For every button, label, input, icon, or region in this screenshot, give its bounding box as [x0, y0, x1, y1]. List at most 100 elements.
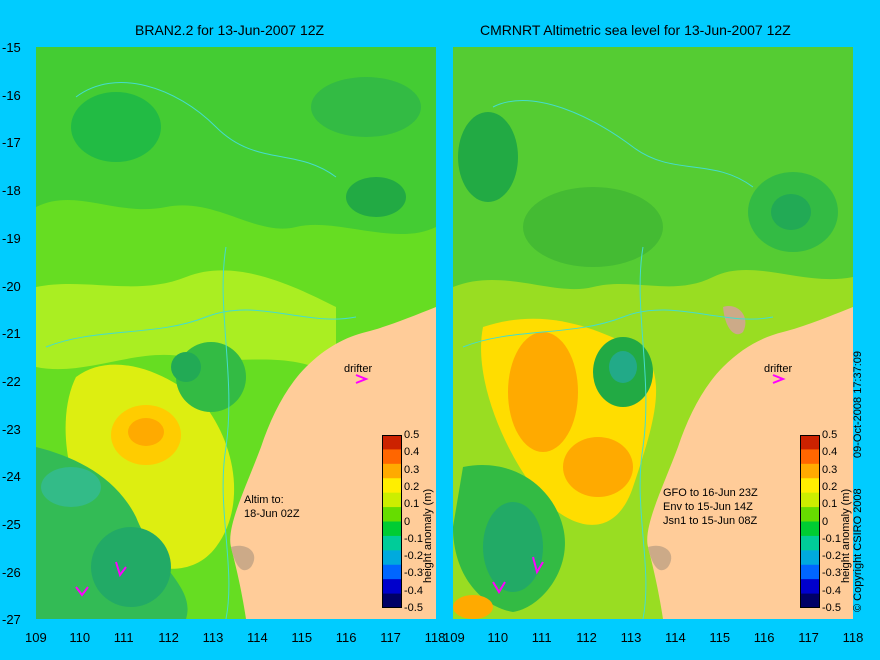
colorbar-segment — [382, 564, 402, 580]
left-colorbar-tick: -0.4 — [404, 584, 423, 597]
right-colorbar — [800, 435, 820, 608]
left-annotation-line-2: 18-Jun 02Z — [244, 508, 300, 520]
right-colorbar-tick: 0.4 — [822, 446, 838, 459]
colorbar-segment — [382, 463, 402, 479]
right-colorbar-tick: 0.5 — [822, 429, 838, 441]
colorbar-segment — [382, 449, 402, 465]
right-panel-title: CMRNRT Altimetric sea level for 13-Jun-2… — [480, 22, 791, 38]
left-colorbar-tick: -0.3 — [404, 567, 423, 580]
left-drifter-track — [75, 586, 89, 597]
left-colorbar-tick: -0.2 — [404, 550, 423, 563]
right-drifter-track — [492, 581, 506, 594]
right-x-tick-label: 114 — [665, 630, 686, 645]
right-annotation-line-2: Env to 15-Jun 14Z — [663, 501, 753, 513]
y-tick-label: -22 — [2, 373, 21, 389]
left-panel-title: BRAN2.2 for 13-Jun-2007 12Z — [135, 22, 325, 38]
right-x-tick-label: 112 — [576, 630, 597, 645]
left-colorbar-tick: 0.5 — [404, 429, 420, 441]
right-dark-blob-1 — [458, 112, 518, 202]
left-colorbar-tick: -0.1 — [404, 532, 423, 545]
left-dark-blob-3 — [346, 177, 406, 217]
right-x-tick-label: 116 — [753, 630, 775, 645]
left-colorbar-tick: -0.5 — [404, 602, 423, 614]
colorbar-border — [800, 435, 820, 608]
right-dark-blob-core — [771, 194, 811, 230]
right-colorbar-tick: 0.2 — [822, 480, 838, 493]
left-map[interactable] — [36, 47, 436, 619]
colorbar-segment — [382, 492, 402, 508]
left-colorbar — [382, 435, 402, 608]
y-tick-label: -27 — [2, 612, 21, 628]
right-sw-orange — [453, 595, 493, 619]
colorbar-segment — [382, 550, 402, 566]
left-orange-core — [128, 418, 164, 446]
right-annotation-line-3: Jsn1 to 15-Jun 08Z — [663, 515, 758, 527]
y-tick-label: -16 — [2, 87, 21, 103]
y-tick-label: -20 — [2, 278, 21, 294]
left-drifter-label: drifter — [344, 363, 373, 375]
y-tick-label: -17 — [2, 135, 21, 151]
colorbar-segment — [800, 521, 820, 537]
left-colorbar-tick: 0.3 — [404, 463, 420, 476]
left-dark-blob-1 — [71, 92, 161, 162]
colorbar-segment — [382, 593, 402, 608]
right-islands — [648, 545, 672, 571]
colorbar-segment — [800, 507, 820, 522]
right-orange-blob-2 — [563, 437, 633, 497]
colorbar-segment — [800, 492, 820, 508]
left-x-tick-label: 115 — [291, 630, 313, 645]
y-tick-label: -18 — [2, 183, 21, 199]
right-x-tick-label: 109 — [443, 630, 465, 645]
left-x-tick-label: 118 — [424, 630, 446, 645]
right-x-tick-label: 117 — [798, 630, 819, 645]
right-colorbar-tick: -0.1 — [822, 532, 841, 545]
left-green-eddy-core — [171, 352, 201, 382]
right-colorbar-tick: -0.2 — [822, 550, 841, 563]
colorbar-segment — [800, 435, 820, 450]
left-teal-blob-2 — [41, 467, 101, 507]
left-colorbar-tick: 0.2 — [404, 480, 420, 493]
right-orange-blob-1 — [508, 332, 578, 452]
colorbar-segment — [800, 579, 820, 595]
colorbar-segment — [382, 521, 402, 537]
y-tick-label: -24 — [2, 469, 21, 485]
right-colorbar-tick: -0.4 — [822, 584, 841, 597]
left-annotation-line-1: Altim to: — [244, 494, 284, 506]
copyright: © Copyright CSIRO 2008 — [852, 488, 864, 612]
left-x-tick-label: 111 — [113, 630, 134, 645]
left-colorbar-tick: 0.4 — [404, 446, 420, 459]
right-x-tick-label: 113 — [620, 630, 642, 645]
left-x-tick-label: 117 — [380, 630, 401, 645]
y-tick-label: -21 — [2, 326, 21, 342]
colorbar-segment — [800, 550, 820, 566]
timestamp: 09-Oct-2008 17:37:09 — [852, 350, 864, 458]
right-teal-blob — [483, 502, 543, 592]
left-colorbar-tick: 0 — [404, 515, 411, 528]
y-tick-label: -25 — [2, 517, 21, 532]
left-x-tick-label: 110 — [69, 630, 91, 645]
colorbar-segment — [382, 535, 402, 551]
right-colorbar-tick: 0.3 — [822, 463, 838, 476]
colorbar-segment — [800, 535, 820, 551]
left-drifter-marker — [355, 374, 369, 384]
right-annotation-line-1: GFO to 16-Jun 23Z — [663, 487, 758, 499]
right-x-tick-label: 118 — [842, 630, 864, 645]
right-island — [723, 306, 746, 335]
y-tick-label: -23 — [2, 421, 21, 437]
right-map[interactable] — [453, 47, 853, 619]
left-teal-blob — [91, 527, 171, 607]
right-colorbar-tick: -0.5 — [822, 602, 841, 614]
left-dark-blob-2 — [311, 77, 421, 137]
left-colorbar-label: height anomaly (m) — [422, 488, 434, 583]
right-green-eddy-core — [609, 351, 637, 383]
colorbar-border — [382, 435, 402, 608]
left-colorbar-tick: 0.1 — [404, 498, 420, 511]
colorbar-segment — [800, 478, 820, 494]
right-x-tick-label: 115 — [709, 630, 731, 645]
colorbar-segment — [382, 507, 402, 522]
right-colorbar-label: height anomaly (m) — [840, 488, 852, 583]
colorbar-segment — [800, 564, 820, 580]
left-x-tick-label: 113 — [202, 630, 224, 645]
right-green-blob-3 — [523, 187, 663, 267]
right-x-tick-label: 110 — [487, 630, 509, 645]
